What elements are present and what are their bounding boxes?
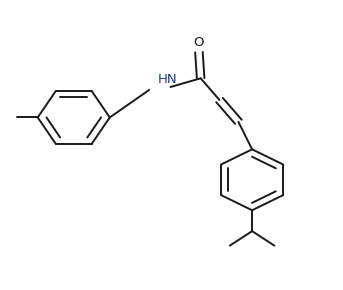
Text: O: O [194,36,204,49]
Text: HN: HN [158,73,177,86]
